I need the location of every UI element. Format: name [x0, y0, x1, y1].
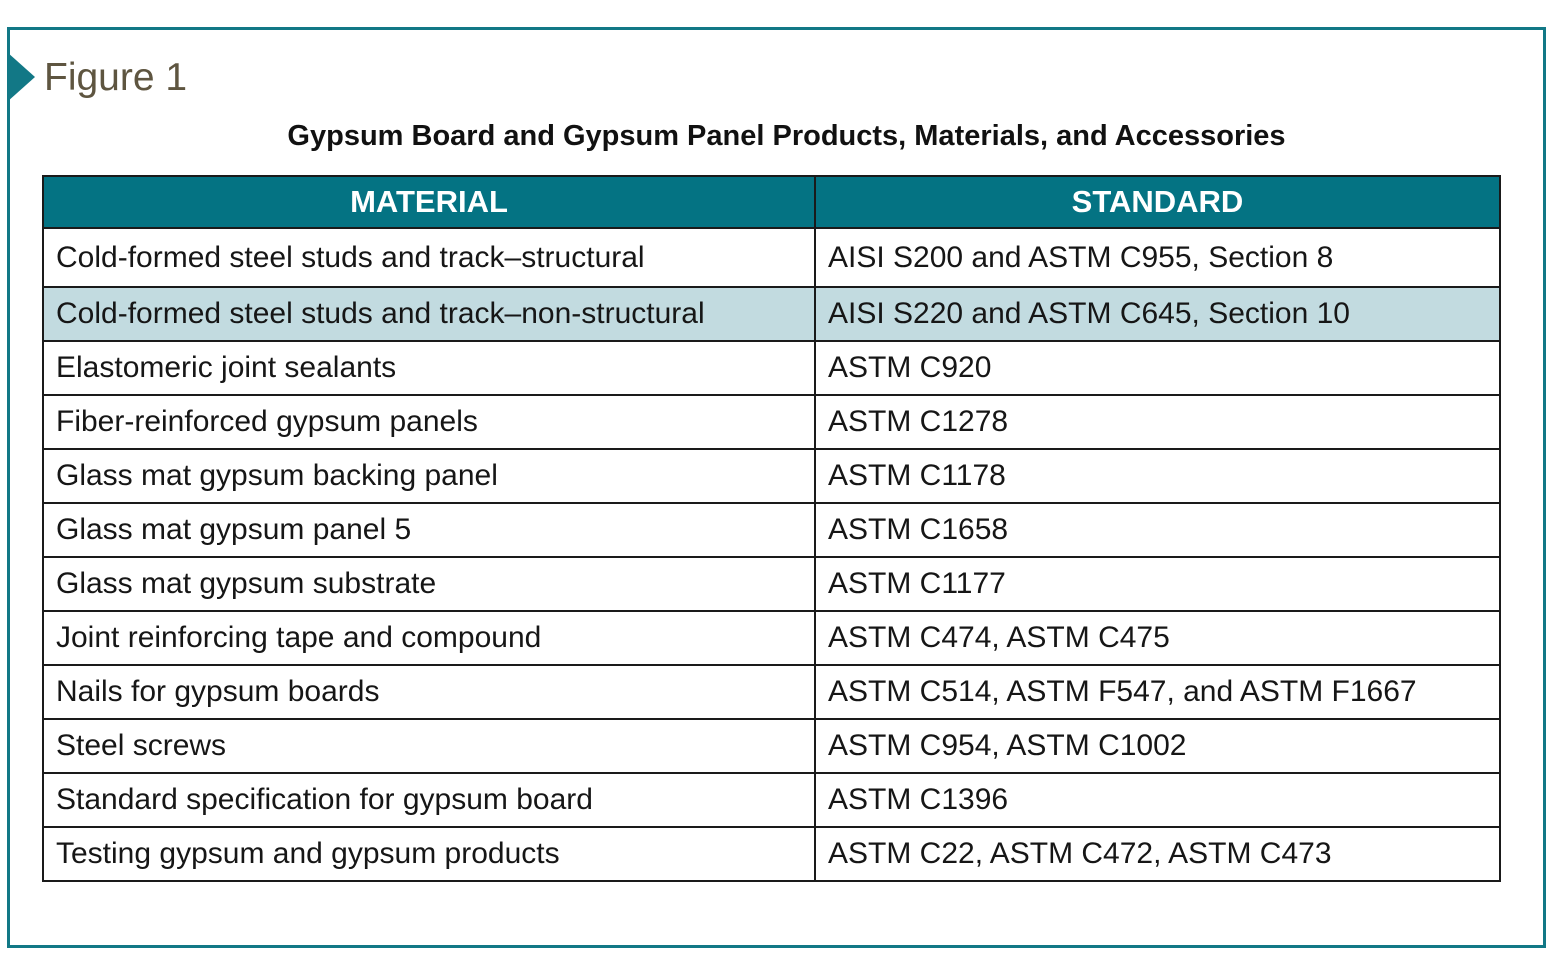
table-row: Fiber-reinforced gypsum panels ASTM C127…: [42, 394, 1501, 450]
material-cell: Elastomeric joint sealants: [42, 340, 816, 396]
material-cell: Glass mat gypsum substrate: [42, 556, 816, 612]
standards-table: MATERIAL STANDARD Cold-formed steel stud…: [42, 175, 1501, 882]
material-cell: Fiber-reinforced gypsum panels: [42, 394, 816, 450]
material-cell: Joint reinforcing tape and compound: [42, 610, 816, 666]
material-cell: Testing gypsum and gypsum products: [42, 826, 816, 882]
table-row: Glass mat gypsum panel 5 ASTM C1658: [42, 502, 1501, 558]
standard-cell: ASTM C1178: [814, 448, 1501, 504]
table-row: Glass mat gypsum backing panel ASTM C117…: [42, 448, 1501, 504]
table-row: Testing gypsum and gypsum products ASTM …: [42, 826, 1501, 882]
standard-cell: ASTM C1278: [814, 394, 1501, 450]
figure-label: Figure 1: [44, 56, 188, 99]
table-row-highlighted: Cold-formed steel studs and track–non-st…: [42, 286, 1501, 342]
figure-title: Gypsum Board and Gypsum Panel Products, …: [287, 120, 1286, 152]
material-cell: Glass mat gypsum backing panel: [42, 448, 816, 504]
table-row: Joint reinforcing tape and compound ASTM…: [42, 610, 1501, 666]
standard-cell: ASTM C1177: [814, 556, 1501, 612]
standard-cell: ASTM C1658: [814, 502, 1501, 558]
standard-cell: ASTM C954, ASTM C1002: [814, 718, 1501, 774]
material-cell: Standard specification for gypsum board: [42, 772, 816, 828]
standard-cell: AISI S220 and ASTM C645, Section 10: [814, 286, 1501, 342]
table-row: Cold-formed steel studs and track–struct…: [42, 227, 1501, 288]
table-row: Glass mat gypsum substrate ASTM C1177: [42, 556, 1501, 612]
material-cell: Glass mat gypsum panel 5: [42, 502, 816, 558]
table-row: Standard specification for gypsum board …: [42, 772, 1501, 828]
table-row: Nails for gypsum boards ASTM C514, ASTM …: [42, 664, 1501, 720]
table-row: Steel screws ASTM C954, ASTM C1002: [42, 718, 1501, 774]
material-cell: Nails for gypsum boards: [42, 664, 816, 720]
standard-cell: ASTM C1396: [814, 772, 1501, 828]
table-row: Elastomeric joint sealants ASTM C920: [42, 340, 1501, 396]
material-cell: Steel screws: [42, 718, 816, 774]
material-cell: Cold-formed steel studs and track–struct…: [42, 227, 816, 288]
standard-cell: ASTM C514, ASTM F547, and ASTM F1667: [814, 664, 1501, 720]
table-header-row: MATERIAL STANDARD: [42, 175, 1501, 229]
standard-cell: AISI S200 and ASTM C955, Section 8: [814, 227, 1501, 288]
standard-cell: ASTM C920: [814, 340, 1501, 396]
column-header-material: MATERIAL: [42, 175, 816, 229]
material-cell: Cold-formed steel studs and track–non-st…: [42, 286, 816, 342]
figure-marker-triangle-icon: [7, 52, 35, 102]
standard-cell: ASTM C474, ASTM C475: [814, 610, 1501, 666]
column-header-standard: STANDARD: [814, 175, 1501, 229]
standard-cell: ASTM C22, ASTM C472, ASTM C473: [814, 826, 1501, 882]
